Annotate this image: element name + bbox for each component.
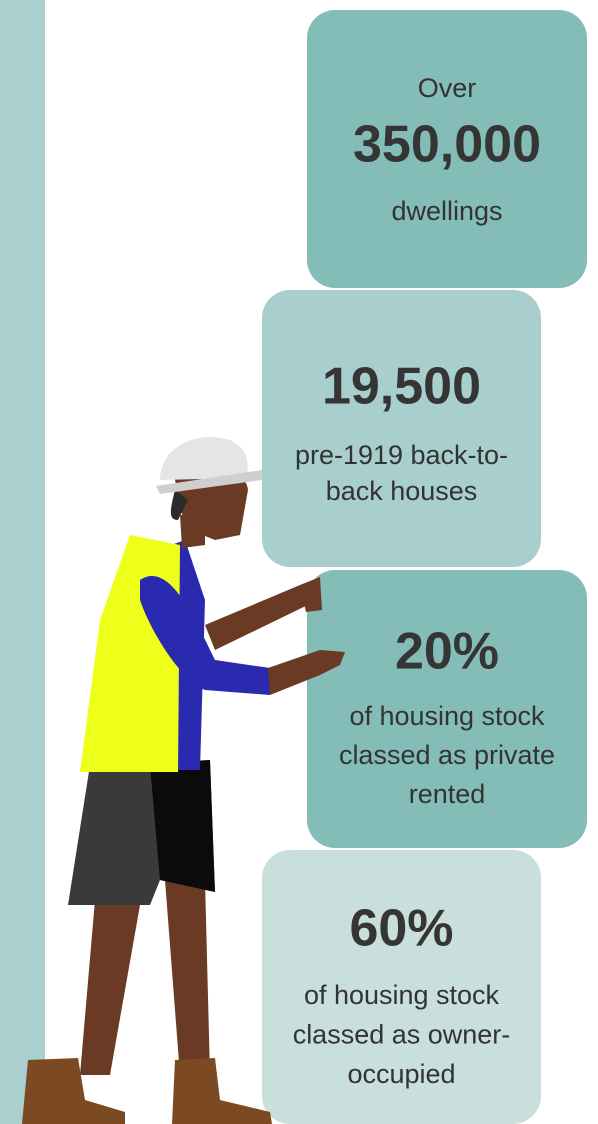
stat-figure: 350,000 (353, 116, 541, 174)
worker-part (140, 576, 270, 695)
stat-description: pre-1919 back-to- (295, 440, 508, 470)
stat-description: classed as private (339, 740, 555, 770)
stat-description: occupied (347, 1059, 455, 1089)
stat-card: Over 350,000 dwellings (307, 10, 587, 288)
stat-description: of housing stock (304, 980, 500, 1010)
stat-description: classed as owner- (293, 1020, 511, 1050)
stat-description: dwellings (391, 196, 502, 226)
stat-description: rented (409, 779, 486, 809)
card-background (307, 570, 587, 848)
card-background (262, 850, 541, 1124)
card-background (307, 10, 587, 288)
stat-figure: 20% (395, 623, 499, 681)
worker-part (150, 760, 215, 892)
worker-part (160, 436, 248, 480)
stat-prefix: Over (418, 73, 477, 103)
stat-card: 20% of housing stock classed as private ren… (307, 570, 587, 848)
worker-part (170, 490, 188, 520)
stat-figure: 60% (349, 900, 453, 958)
worker-part (268, 650, 345, 695)
stat-card: 19,500 pre-1919 back-to-back houses (262, 290, 541, 567)
worker-part (80, 535, 180, 772)
stat-description: back houses (326, 476, 478, 506)
worker-illustration (22, 436, 345, 1124)
side-strip (0, 0, 45, 1124)
worker-part (80, 900, 140, 1075)
stat-boxes: Over 350,000 dwellings 19,500 pre-1919 back-… (262, 10, 587, 1124)
worker-part (300, 577, 322, 612)
worker-part (22, 1058, 125, 1124)
worker-part (205, 585, 318, 650)
worker-part (165, 880, 210, 1075)
stat-description: of housing stock (349, 701, 545, 731)
card-background (262, 290, 541, 567)
stat-card: 60% of housing stock classed as owner-occu… (262, 850, 541, 1124)
worker-part (172, 1058, 272, 1124)
worker-part (156, 470, 262, 494)
stat-figure: 19,500 (322, 358, 481, 416)
